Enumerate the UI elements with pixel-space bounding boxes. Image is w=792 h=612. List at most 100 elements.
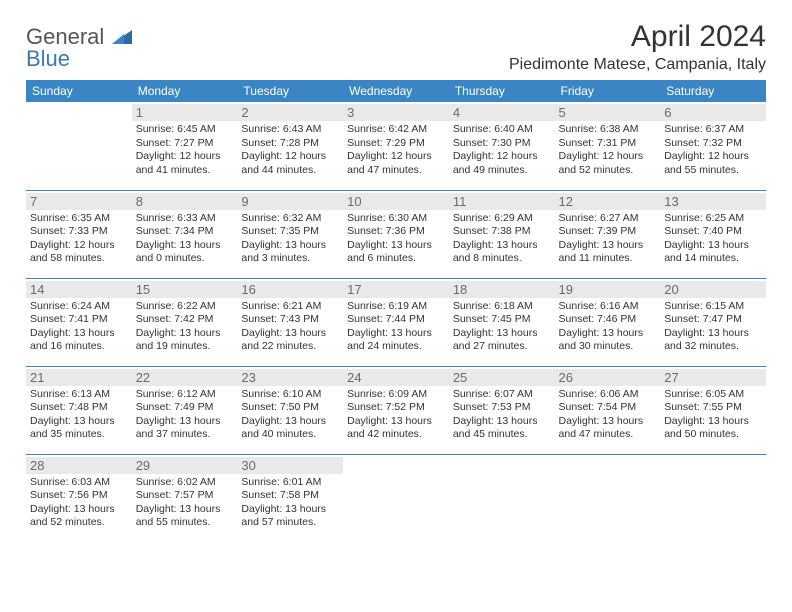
- day-number: 3: [343, 104, 449, 121]
- day-data: Sunrise: 6:33 AMSunset: 7:34 PMDaylight:…: [136, 212, 234, 267]
- location: Piedimonte Matese, Campania, Italy: [509, 56, 766, 74]
- day-data: Sunrise: 6:07 AMSunset: 7:53 PMDaylight:…: [453, 388, 551, 443]
- day-number: 17: [343, 281, 449, 298]
- calendar-body: 1 Sunrise: 6:45 AMSunset: 7:27 PMDaylight…: [26, 102, 766, 542]
- calendar-day: 23Sunrise: 6:10 AMSunset: 7:50 PMDayligh…: [237, 366, 343, 454]
- day-data: Sunrise: 6:40 AMSunset: 7:30 PMDaylight:…: [453, 123, 551, 178]
- day-number: 4: [449, 104, 555, 121]
- day-data: Sunrise: 6:09 AMSunset: 7:52 PMDaylight:…: [347, 388, 445, 443]
- header: General Blue April 2024 Piedimonte Mates…: [26, 20, 766, 74]
- calendar-day: 18 Sunrise: 6:18 AMSunset: 7:45 PMDayligh…: [449, 278, 555, 366]
- calendar-day: [26, 102, 132, 190]
- day-number: 11: [449, 193, 555, 210]
- day-data: Sunrise: 6:43 AMSunset: 7:28 PMDaylight:…: [241, 123, 339, 178]
- calendar-day: [343, 454, 449, 542]
- calendar-day: 17 Sunrise: 6:19 AMSunset: 7:44 PMDayligh…: [343, 278, 449, 366]
- calendar-day: 22 Sunrise: 6:12 AMSunset: 7:49 PMDayligh…: [132, 366, 238, 454]
- day-data: Sunrise: 6:19 AMSunset: 7:44 PMDaylight:…: [347, 300, 445, 355]
- day-number: 15: [132, 281, 238, 298]
- calendar-day: 6 Sunrise: 6:37 AMSunset: 7:32 PMDaylight…: [660, 102, 766, 190]
- calendar-day: 10 Sunrise: 6:30 AMSunset: 7:36 PMDayligh…: [343, 190, 449, 278]
- day-data: Sunrise: 6:06 AMSunset: 7:54 PMDaylight:…: [559, 388, 657, 443]
- calendar-day: 29 Sunrise: 6:02 AMSunset: 7:57 PMDayligh…: [132, 454, 238, 542]
- calendar-day: [660, 454, 766, 542]
- day-data: Sunrise: 6:37 AMSunset: 7:32 PMDaylight:…: [664, 123, 762, 178]
- calendar-week: 14 Sunrise: 6:24 AMSunset: 7:41 PMDayligh…: [26, 278, 766, 366]
- calendar-day: 21 Sunrise: 6:13 AMSunset: 7:48 PMDayligh…: [26, 366, 132, 454]
- day-data: Sunrise: 6:02 AMSunset: 7:57 PMDaylight:…: [136, 476, 234, 531]
- calendar-day: 30Sunrise: 6:01 AMSunset: 7:58 PMDayligh…: [237, 454, 343, 542]
- calendar-day: 15 Sunrise: 6:22 AMSunset: 7:42 PMDayligh…: [132, 278, 238, 366]
- day-number: 22: [132, 369, 238, 386]
- weekday-header: Monday: [132, 80, 238, 102]
- day-data: Sunrise: 6:12 AMSunset: 7:49 PMDaylight:…: [136, 388, 234, 443]
- day-number: 21: [26, 369, 132, 386]
- calendar-day: 12 Sunrise: 6:27 AMSunset: 7:39 PMDayligh…: [555, 190, 661, 278]
- day-number: 10: [343, 193, 449, 210]
- calendar-head: SundayMondayTuesdayWednesdayThursdayFrid…: [26, 80, 766, 102]
- day-data: Sunrise: 6:29 AMSunset: 7:38 PMDaylight:…: [453, 212, 551, 267]
- day-number: 25: [449, 369, 555, 386]
- weekday-header: Wednesday: [343, 80, 449, 102]
- day-number: 12: [555, 193, 661, 210]
- logo-line2: Blue: [26, 46, 70, 71]
- calendar-day: 26 Sunrise: 6:06 AMSunset: 7:54 PMDayligh…: [555, 366, 661, 454]
- day-data: Sunrise: 6:42 AMSunset: 7:29 PMDaylight:…: [347, 123, 445, 178]
- day-data: Sunrise: 6:35 AMSunset: 7:33 PMDaylight:…: [30, 212, 128, 267]
- calendar-day: 8Sunrise: 6:33 AMSunset: 7:34 PMDaylight…: [132, 190, 238, 278]
- calendar-day: 11 Sunrise: 6:29 AMSunset: 7:38 PMDayligh…: [449, 190, 555, 278]
- calendar-day: 7Sunrise: 6:35 AMSunset: 7:33 PMDaylight…: [26, 190, 132, 278]
- calendar-day: 16Sunrise: 6:21 AMSunset: 7:43 PMDayligh…: [237, 278, 343, 366]
- weekday-header: Saturday: [660, 80, 766, 102]
- weekday-header: Tuesday: [237, 80, 343, 102]
- weekday-header: Thursday: [449, 80, 555, 102]
- day-data: Sunrise: 6:13 AMSunset: 7:48 PMDaylight:…: [30, 388, 128, 443]
- calendar-day: 20Sunrise: 6:15 AMSunset: 7:47 PMDayligh…: [660, 278, 766, 366]
- day-number: 5: [555, 104, 661, 121]
- day-data: Sunrise: 6:01 AMSunset: 7:58 PMDaylight:…: [241, 476, 339, 531]
- day-number: 26: [555, 369, 661, 386]
- day-number: 1: [132, 104, 238, 121]
- day-data: Sunrise: 6:24 AMSunset: 7:41 PMDaylight:…: [30, 300, 128, 355]
- calendar-day: 3 Sunrise: 6:42 AMSunset: 7:29 PMDaylight…: [343, 102, 449, 190]
- title-block: April 2024 Piedimonte Matese, Campania, …: [509, 20, 766, 74]
- calendar-day: [555, 454, 661, 542]
- day-number: 28: [26, 457, 132, 474]
- calendar-day: 2Sunrise: 6:43 AMSunset: 7:28 PMDaylight…: [237, 102, 343, 190]
- logo: General Blue: [26, 26, 132, 70]
- day-data: Sunrise: 6:22 AMSunset: 7:42 PMDaylight:…: [136, 300, 234, 355]
- day-data: Sunrise: 6:03 AMSunset: 7:56 PMDaylight:…: [30, 476, 128, 531]
- day-data: Sunrise: 6:30 AMSunset: 7:36 PMDaylight:…: [347, 212, 445, 267]
- day-number: 6: [660, 104, 766, 121]
- calendar-day: 1 Sunrise: 6:45 AMSunset: 7:27 PMDaylight…: [132, 102, 238, 190]
- calendar-day: 27Sunrise: 6:05 AMSunset: 7:55 PMDayligh…: [660, 366, 766, 454]
- day-data: Sunrise: 6:38 AMSunset: 7:31 PMDaylight:…: [559, 123, 657, 178]
- day-number: 9: [237, 193, 343, 210]
- calendar-day: 14 Sunrise: 6:24 AMSunset: 7:41 PMDayligh…: [26, 278, 132, 366]
- day-number: 19: [555, 281, 661, 298]
- calendar-day: 4 Sunrise: 6:40 AMSunset: 7:30 PMDaylight…: [449, 102, 555, 190]
- day-data: Sunrise: 6:15 AMSunset: 7:47 PMDaylight:…: [664, 300, 762, 355]
- calendar-day: 9Sunrise: 6:32 AMSunset: 7:35 PMDaylight…: [237, 190, 343, 278]
- day-number: 24: [343, 369, 449, 386]
- logo-mark-icon: [112, 26, 132, 48]
- day-data: Sunrise: 6:27 AMSunset: 7:39 PMDaylight:…: [559, 212, 657, 267]
- day-number: 14: [26, 281, 132, 298]
- calendar-day: 19 Sunrise: 6:16 AMSunset: 7:46 PMDayligh…: [555, 278, 661, 366]
- calendar-day: 5 Sunrise: 6:38 AMSunset: 7:31 PMDaylight…: [555, 102, 661, 190]
- day-data: Sunrise: 6:45 AMSunset: 7:27 PMDaylight:…: [136, 123, 234, 178]
- weekday-header: Friday: [555, 80, 661, 102]
- month-title: April 2024: [509, 20, 766, 54]
- calendar-week: 1 Sunrise: 6:45 AMSunset: 7:27 PMDaylight…: [26, 102, 766, 190]
- day-data: Sunrise: 6:16 AMSunset: 7:46 PMDaylight:…: [559, 300, 657, 355]
- day-data: Sunrise: 6:25 AMSunset: 7:40 PMDaylight:…: [664, 212, 762, 267]
- calendar-day: 25 Sunrise: 6:07 AMSunset: 7:53 PMDayligh…: [449, 366, 555, 454]
- calendar-week: 7Sunrise: 6:35 AMSunset: 7:33 PMDaylight…: [26, 190, 766, 278]
- calendar-day: [449, 454, 555, 542]
- logo-text: General Blue: [26, 26, 132, 70]
- day-number: 18: [449, 281, 555, 298]
- day-number: 29: [132, 457, 238, 474]
- calendar-table: SundayMondayTuesdayWednesdayThursdayFrid…: [26, 80, 766, 542]
- day-number: 13: [660, 193, 766, 210]
- day-data: Sunrise: 6:18 AMSunset: 7:45 PMDaylight:…: [453, 300, 551, 355]
